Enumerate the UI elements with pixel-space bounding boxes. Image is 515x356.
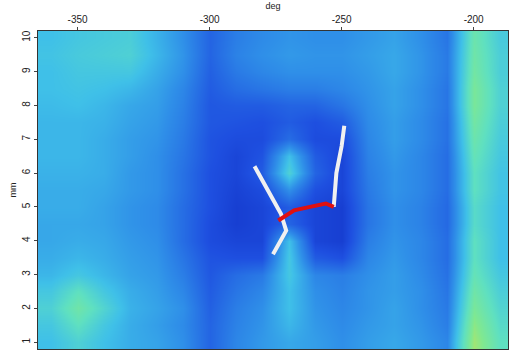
svg-text:-350: -350 (68, 14, 88, 25)
svg-text:4: 4 (21, 236, 32, 242)
svg-text:9: 9 (21, 67, 32, 73)
svg-text:-250: -250 (332, 14, 352, 25)
svg-text:10: 10 (21, 30, 32, 42)
svg-text:3: 3 (21, 270, 32, 276)
svg-text:mm: mm (8, 183, 18, 198)
svg-text:7: 7 (21, 135, 32, 141)
svg-text:2: 2 (21, 304, 32, 310)
svg-text:-300: -300 (200, 14, 220, 25)
svg-text:1: 1 (21, 338, 32, 344)
svg-text:-200: -200 (464, 14, 484, 25)
svg-text:deg: deg (265, 1, 280, 11)
svg-text:6: 6 (21, 168, 32, 174)
svg-text:5: 5 (21, 202, 32, 208)
svg-text:8: 8 (21, 101, 32, 107)
